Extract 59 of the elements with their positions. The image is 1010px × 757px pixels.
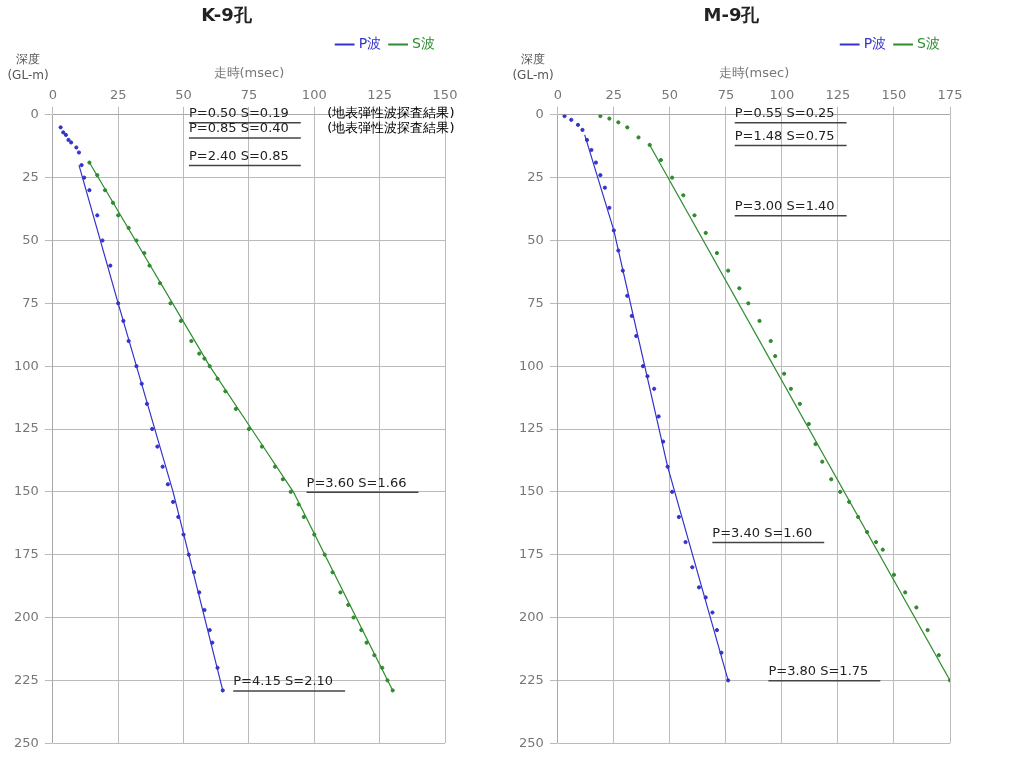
x-tick-label: 100 (769, 87, 795, 103)
annotation: P=2.40 S=0.85 (188, 147, 289, 163)
y-tick-label: 0 (30, 106, 39, 122)
legend-label: S波 (917, 35, 940, 52)
x-tick-label: 0 (553, 87, 562, 103)
x-tick-label: 75 (717, 87, 735, 103)
x-tick-label: 50 (175, 87, 192, 103)
x-tick-label: 100 (301, 87, 327, 103)
x-tick-label: 175 (937, 87, 963, 103)
y-tick-label: 50 (527, 231, 544, 247)
x-axis-title: 走時(msec) (718, 64, 790, 80)
annotation: P=0.50 S=0.19 (188, 105, 289, 121)
x-tick-label: 75 (240, 87, 258, 103)
y-tick-label: 50 (22, 231, 39, 247)
y-tick-label: 75 (22, 294, 39, 310)
x-tick-label: 150 (432, 87, 458, 103)
y-tick-label: 250 (518, 734, 544, 750)
x-tick-label: 125 (367, 87, 393, 103)
annotation: (地表弾性波探査結果) (327, 105, 455, 121)
x-tick-label: 125 (825, 87, 851, 103)
x-tick-label: 150 (881, 87, 907, 103)
annotation: P=1.48 S=0.75 (734, 127, 835, 143)
legend-label: P波 (863, 35, 887, 52)
legend-label: P波 (358, 35, 382, 52)
x-tick-label: 25 (109, 87, 127, 103)
chart-title: K-9孔 (201, 4, 253, 26)
y-axis-title: 深度 (GL-m) (512, 52, 554, 83)
annotation: P=0.55 S=0.25 (734, 105, 835, 121)
y-tick-label: 175 (518, 546, 544, 562)
y-tick-label: 200 (518, 608, 544, 624)
y-tick-label: 125 (13, 420, 39, 436)
annotation: P=3.60 S=1.66 (306, 474, 407, 490)
y-tick-label: 200 (13, 608, 39, 624)
x-axis-title: 走時(msec) (213, 64, 285, 80)
x-tick-label: 50 (661, 87, 679, 103)
annotation: P=3.00 S=1.40 (734, 198, 835, 214)
y-tick-label: 225 (13, 671, 39, 687)
annotation: (地表弾性波探査結果) (327, 120, 455, 136)
y-tick-label: 25 (527, 169, 544, 185)
x-tick-label: 25 (605, 87, 623, 103)
y-axis-title: 深度 (GL-m) (7, 52, 49, 83)
y-tick-label: 150 (518, 483, 544, 499)
y-tick-label: 100 (518, 357, 544, 373)
y-tick-label: 0 (535, 106, 544, 122)
annotation: P=3.80 S=1.75 (768, 663, 869, 679)
y-tick-label: 150 (13, 483, 39, 499)
legend-label: S波 (412, 35, 435, 52)
y-tick-label: 250 (13, 734, 39, 750)
x-tick-label: 0 (48, 87, 57, 103)
annotation: P=0.85 S=0.40 (188, 120, 289, 136)
y-tick-label: 25 (22, 169, 39, 185)
y-tick-label: 175 (13, 546, 39, 562)
annotation: P=4.15 S=2.10 (233, 673, 334, 689)
y-tick-label: 225 (518, 671, 544, 687)
y-tick-label: 75 (527, 294, 544, 310)
annotation: P=3.40 S=1.60 (712, 524, 813, 540)
y-tick-label: 125 (518, 420, 544, 436)
y-tick-label: 100 (13, 357, 39, 373)
chart-title: M-9孔 (703, 4, 761, 26)
